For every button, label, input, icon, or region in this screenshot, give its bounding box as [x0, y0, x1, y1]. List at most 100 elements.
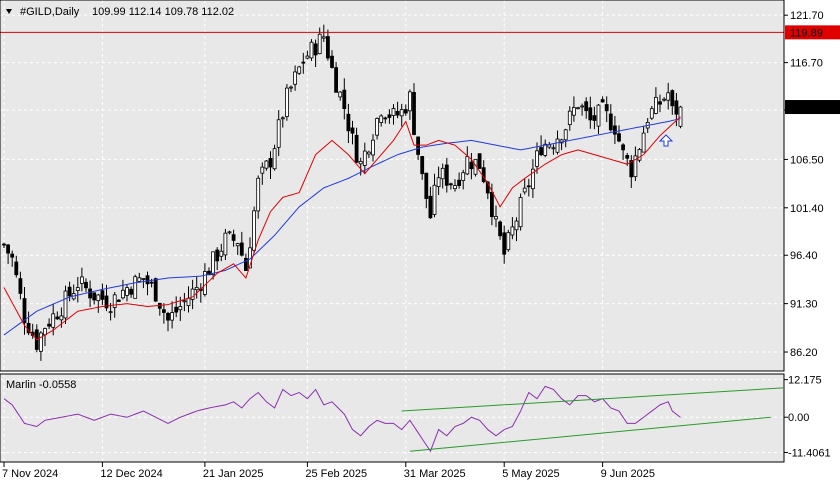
candle-body	[252, 210, 257, 251]
candle	[461, 169, 466, 190]
candle	[617, 125, 621, 143]
candle	[211, 251, 216, 280]
candle-body	[600, 99, 605, 103]
candle-body	[309, 41, 314, 59]
last-price-value: 112.02	[790, 102, 823, 114]
candle-body	[325, 36, 330, 59]
candle	[330, 50, 334, 69]
candle-body	[526, 185, 531, 188]
candle	[379, 114, 384, 127]
candle-body	[256, 177, 261, 212]
candle	[572, 96, 576, 122]
candle	[473, 158, 478, 177]
candle	[604, 96, 609, 123]
candle-body	[592, 115, 597, 121]
candle-body	[330, 55, 334, 68]
candle	[92, 292, 97, 305]
last-price-tag: 112.02	[785, 100, 840, 115]
candle-body	[276, 119, 281, 148]
candle-body	[407, 91, 412, 112]
candle	[145, 271, 150, 296]
candle	[407, 89, 412, 120]
candle	[264, 159, 269, 171]
price-panel-border	[0, 0, 785, 372]
oscillator-panel-border	[0, 373, 785, 463]
candle	[641, 125, 646, 153]
candle	[305, 50, 310, 60]
candle-body	[465, 156, 470, 175]
candle-body	[674, 100, 679, 115]
candle	[514, 217, 519, 242]
candle	[239, 231, 244, 257]
candle-body	[498, 221, 503, 237]
candle-body	[280, 117, 285, 120]
oscillator-panel	[0, 374, 784, 462]
candle-body	[321, 36, 326, 39]
candle	[2, 242, 6, 249]
candle	[412, 83, 416, 136]
candle	[428, 186, 433, 219]
candle-body	[543, 143, 548, 156]
candle-body	[522, 187, 527, 193]
candle-body	[485, 181, 490, 194]
candle-body	[641, 132, 646, 153]
date-axis: 7 Nov 2024 12 Dec 2024 21 Jan 2025 25 Feb 2…	[2, 462, 655, 480]
candle	[194, 276, 199, 299]
candle	[100, 283, 105, 306]
candle-body	[39, 332, 43, 352]
osc-tick-label: 0.00	[788, 412, 809, 424]
candle-body	[420, 156, 425, 175]
candle-body	[207, 270, 211, 276]
candle	[600, 96, 605, 103]
candle	[18, 271, 23, 300]
channel-lower-line[interactable]	[409, 416, 771, 452]
date-tick-label: 21 Jan 2025	[203, 468, 264, 480]
symbol-label: #GILD,Daily	[20, 6, 80, 18]
candle-body	[342, 89, 347, 110]
channel-upper-line[interactable]	[401, 387, 784, 412]
candle-body	[92, 292, 97, 301]
candle	[629, 155, 634, 188]
price-tick-label: 91.30	[790, 299, 818, 311]
slow-moving-average-line	[3, 118, 681, 336]
candle	[342, 78, 347, 120]
candle-body	[145, 275, 150, 285]
candle-body	[47, 323, 51, 327]
candle-body	[346, 113, 351, 132]
candle-body	[297, 66, 302, 74]
candle-body	[506, 232, 511, 251]
candle	[137, 272, 142, 283]
date-tick-label: 5 May 2025	[502, 468, 559, 480]
candle-body	[358, 161, 363, 165]
candle-body	[186, 297, 191, 307]
candle-body	[313, 43, 318, 56]
candle	[608, 104, 613, 132]
candle	[502, 225, 507, 264]
candle	[547, 141, 552, 150]
candle-body	[518, 197, 523, 228]
candle	[141, 278, 146, 289]
candle	[633, 146, 638, 181]
candle	[47, 318, 51, 330]
candle	[252, 206, 257, 254]
candle	[592, 106, 597, 130]
candle-body	[63, 290, 68, 319]
candle	[563, 128, 568, 148]
candle	[465, 146, 470, 176]
candle-body	[129, 288, 134, 295]
candle	[387, 109, 392, 124]
candle-body	[75, 287, 80, 291]
candle	[543, 139, 548, 158]
candle-body	[96, 294, 101, 302]
candle	[670, 89, 675, 115]
candle	[584, 97, 589, 119]
candle-body	[477, 153, 482, 169]
price-axis: 121.70116.70111.70106.50101.4096.4091.30…	[784, 10, 824, 359]
candle-body	[272, 148, 277, 170]
triangle-down-icon[interactable]	[6, 9, 12, 14]
candle	[432, 173, 437, 218]
candle	[383, 116, 388, 124]
candle-body	[457, 179, 462, 186]
candle	[350, 120, 355, 145]
